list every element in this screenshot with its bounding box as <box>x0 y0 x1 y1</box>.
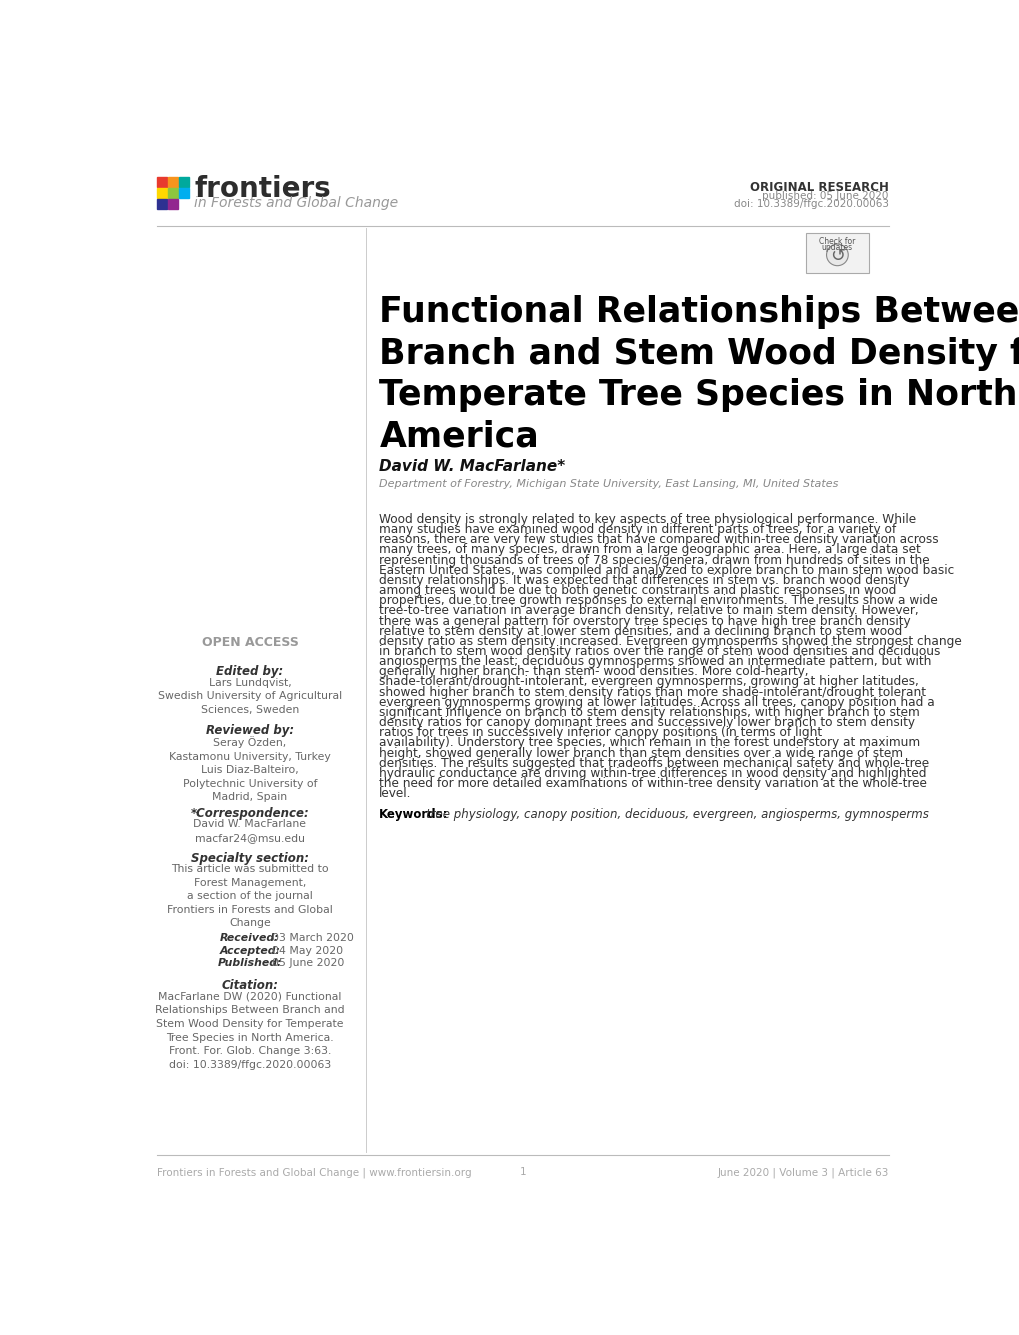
Text: Accepted:: Accepted: <box>219 945 280 956</box>
Text: level.: level. <box>379 788 412 800</box>
Bar <box>157 199 167 208</box>
Text: shade-tolerant/drought-intolerant, evergreen gymnosperms, growing at higher lati: shade-tolerant/drought-intolerant, everg… <box>379 676 918 689</box>
Text: This article was submitted to
Forest Management,
a section of the journal
Fronti: This article was submitted to Forest Man… <box>167 864 332 928</box>
Text: among trees would be due to both genetic constraints and plastic responses in wo: among trees would be due to both genetic… <box>379 583 896 597</box>
Text: in branch to stem wood density ratios over the range of stem wood densities and : in branch to stem wood density ratios ov… <box>379 645 940 658</box>
Text: tree-to-tree variation in average branch density, relative to main stem density.: tree-to-tree variation in average branch… <box>379 605 918 617</box>
Text: ↺: ↺ <box>829 247 844 266</box>
Text: many trees, of many species, drawn from a large geographic area. Here, a large d: many trees, of many species, drawn from … <box>379 543 920 557</box>
Text: tree physiology, canopy position, deciduous, evergreen, angiosperms, gymnosperms: tree physiology, canopy position, decidu… <box>426 808 928 821</box>
Text: 1: 1 <box>519 1167 526 1177</box>
Text: availability). Understory tree species, which remain in the forest understory at: availability). Understory tree species, … <box>379 737 919 749</box>
Text: doi: 10.3389/ffgc.2020.00063: doi: 10.3389/ffgc.2020.00063 <box>733 199 888 210</box>
Text: 04 May 2020: 04 May 2020 <box>271 945 342 956</box>
Text: density relationships. It was expected that differences in stem vs. branch wood : density relationships. It was expected t… <box>379 574 909 587</box>
Circle shape <box>825 244 848 266</box>
Text: Specialty section:: Specialty section: <box>191 852 309 865</box>
Text: densities. The results suggested that tradeoffs between mechanical safety and wh: densities. The results suggested that tr… <box>379 757 928 770</box>
Text: properties, due to tree growth responses to external environments. The results s: properties, due to tree growth responses… <box>379 594 937 607</box>
Text: evergreen gymnosperms growing at lower latitudes. Across all trees, canopy posit: evergreen gymnosperms growing at lower l… <box>379 696 934 709</box>
Text: 05 June 2020: 05 June 2020 <box>271 959 343 968</box>
Bar <box>157 188 167 198</box>
Bar <box>805 234 868 274</box>
Text: hydraulic conductance are driving within-tree differences in wood density and hi: hydraulic conductance are driving within… <box>379 768 926 780</box>
Text: representing thousands of trees of 78 species/genera, drawn from hundreds of sit: representing thousands of trees of 78 sp… <box>379 554 929 566</box>
Text: updates: updates <box>821 243 852 252</box>
Text: Eastern United States, was compiled and analyzed to explore branch to main stem : Eastern United States, was compiled and … <box>379 563 954 577</box>
Text: Lars Lundqvist,
Swedish University of Agricultural
Sciences, Sweden: Lars Lundqvist, Swedish University of Ag… <box>158 678 341 714</box>
Text: June 2020 | Volume 3 | Article 63: June 2020 | Volume 3 | Article 63 <box>716 1167 888 1177</box>
Text: David W. MacFarlane
macfar24@msu.edu: David W. MacFarlane macfar24@msu.edu <box>194 820 306 842</box>
Text: the need for more detailed examinations of within-tree density variation at the : the need for more detailed examinations … <box>379 777 926 790</box>
Bar <box>178 188 189 198</box>
Bar <box>178 178 189 187</box>
Bar <box>157 178 167 187</box>
Bar <box>168 178 177 187</box>
Text: many studies have examined wood density in different parts of trees, for a varie: many studies have examined wood density … <box>379 523 896 537</box>
Text: David W. MacFarlane*: David W. MacFarlane* <box>379 459 566 474</box>
Text: Received:: Received: <box>220 933 279 944</box>
Bar <box>168 199 177 208</box>
Text: OPEN ACCESS: OPEN ACCESS <box>202 635 299 649</box>
Text: height, showed generally lower branch than stem densities over a wide range of s: height, showed generally lower branch th… <box>379 746 903 760</box>
Text: showed higher branch to stem density ratios than more shade-intolerant/drought t: showed higher branch to stem density rat… <box>379 686 925 698</box>
Text: published: 05 June 2020: published: 05 June 2020 <box>761 191 888 202</box>
Text: *Correspondence:: *Correspondence: <box>191 806 309 820</box>
Text: reasons, there are very few studies that have compared within-tree density varia: reasons, there are very few studies that… <box>379 533 938 546</box>
Text: in Forests and Global Change: in Forests and Global Change <box>194 195 397 210</box>
Text: frontiers: frontiers <box>194 175 330 203</box>
Text: ratios for trees in successively inferior canopy positions (in terms of light: ratios for trees in successively inferio… <box>379 726 821 740</box>
Text: Check for: Check for <box>818 236 855 246</box>
Text: Functional Relationships Between
Branch and Stem Wood Density for
Temperate Tree: Functional Relationships Between Branch … <box>379 295 1019 454</box>
Text: angiosperms the least; deciduous gymnosperms showed an intermediate pattern, but: angiosperms the least; deciduous gymnosp… <box>379 655 930 668</box>
Text: Edited by:: Edited by: <box>216 665 283 678</box>
Text: there was a general pattern for overstory tree species to have high tree branch : there was a general pattern for overstor… <box>379 614 910 627</box>
Text: Citation:: Citation: <box>221 980 278 992</box>
Text: Keywords:: Keywords: <box>379 808 448 821</box>
Text: ORIGINAL RESEARCH: ORIGINAL RESEARCH <box>749 182 888 194</box>
Text: generally higher branch- than stem- wood densities. More cold-hearty,: generally higher branch- than stem- wood… <box>379 665 808 678</box>
Text: Wood density is strongly related to key aspects of tree physiological performanc: Wood density is strongly related to key … <box>379 513 916 526</box>
Text: relative to stem density at lower stem densities, and a declining branch to stem: relative to stem density at lower stem d… <box>379 625 902 638</box>
Text: 03 March 2020: 03 March 2020 <box>271 933 354 944</box>
Text: density ratio as stem density increased. Evergreen gymnosperms showed the strong: density ratio as stem density increased.… <box>379 635 961 647</box>
Text: Published:: Published: <box>217 959 282 968</box>
Text: Department of Forestry, Michigan State University, East Lansing, MI, United Stat: Department of Forestry, Michigan State U… <box>379 479 838 489</box>
Text: Frontiers in Forests and Global Change | www.frontiersin.org: Frontiers in Forests and Global Change |… <box>157 1167 471 1177</box>
Text: density ratios for canopy dominant trees and successively lower branch to stem d: density ratios for canopy dominant trees… <box>379 716 914 729</box>
Text: Reviewed by:: Reviewed by: <box>206 724 293 737</box>
Text: MacFarlane DW (2020) Functional
Relationships Between Branch and
Stem Wood Densi: MacFarlane DW (2020) Functional Relation… <box>155 992 344 1069</box>
Text: Seray Özden,
Kastamonu University, Turkey
Luis Diaz-Balteiro,
Polytechnic Univer: Seray Özden, Kastamonu University, Turke… <box>169 736 330 802</box>
Text: significant influence on branch to stem density relationships, with higher branc: significant influence on branch to stem … <box>379 706 919 720</box>
Bar <box>168 188 177 198</box>
